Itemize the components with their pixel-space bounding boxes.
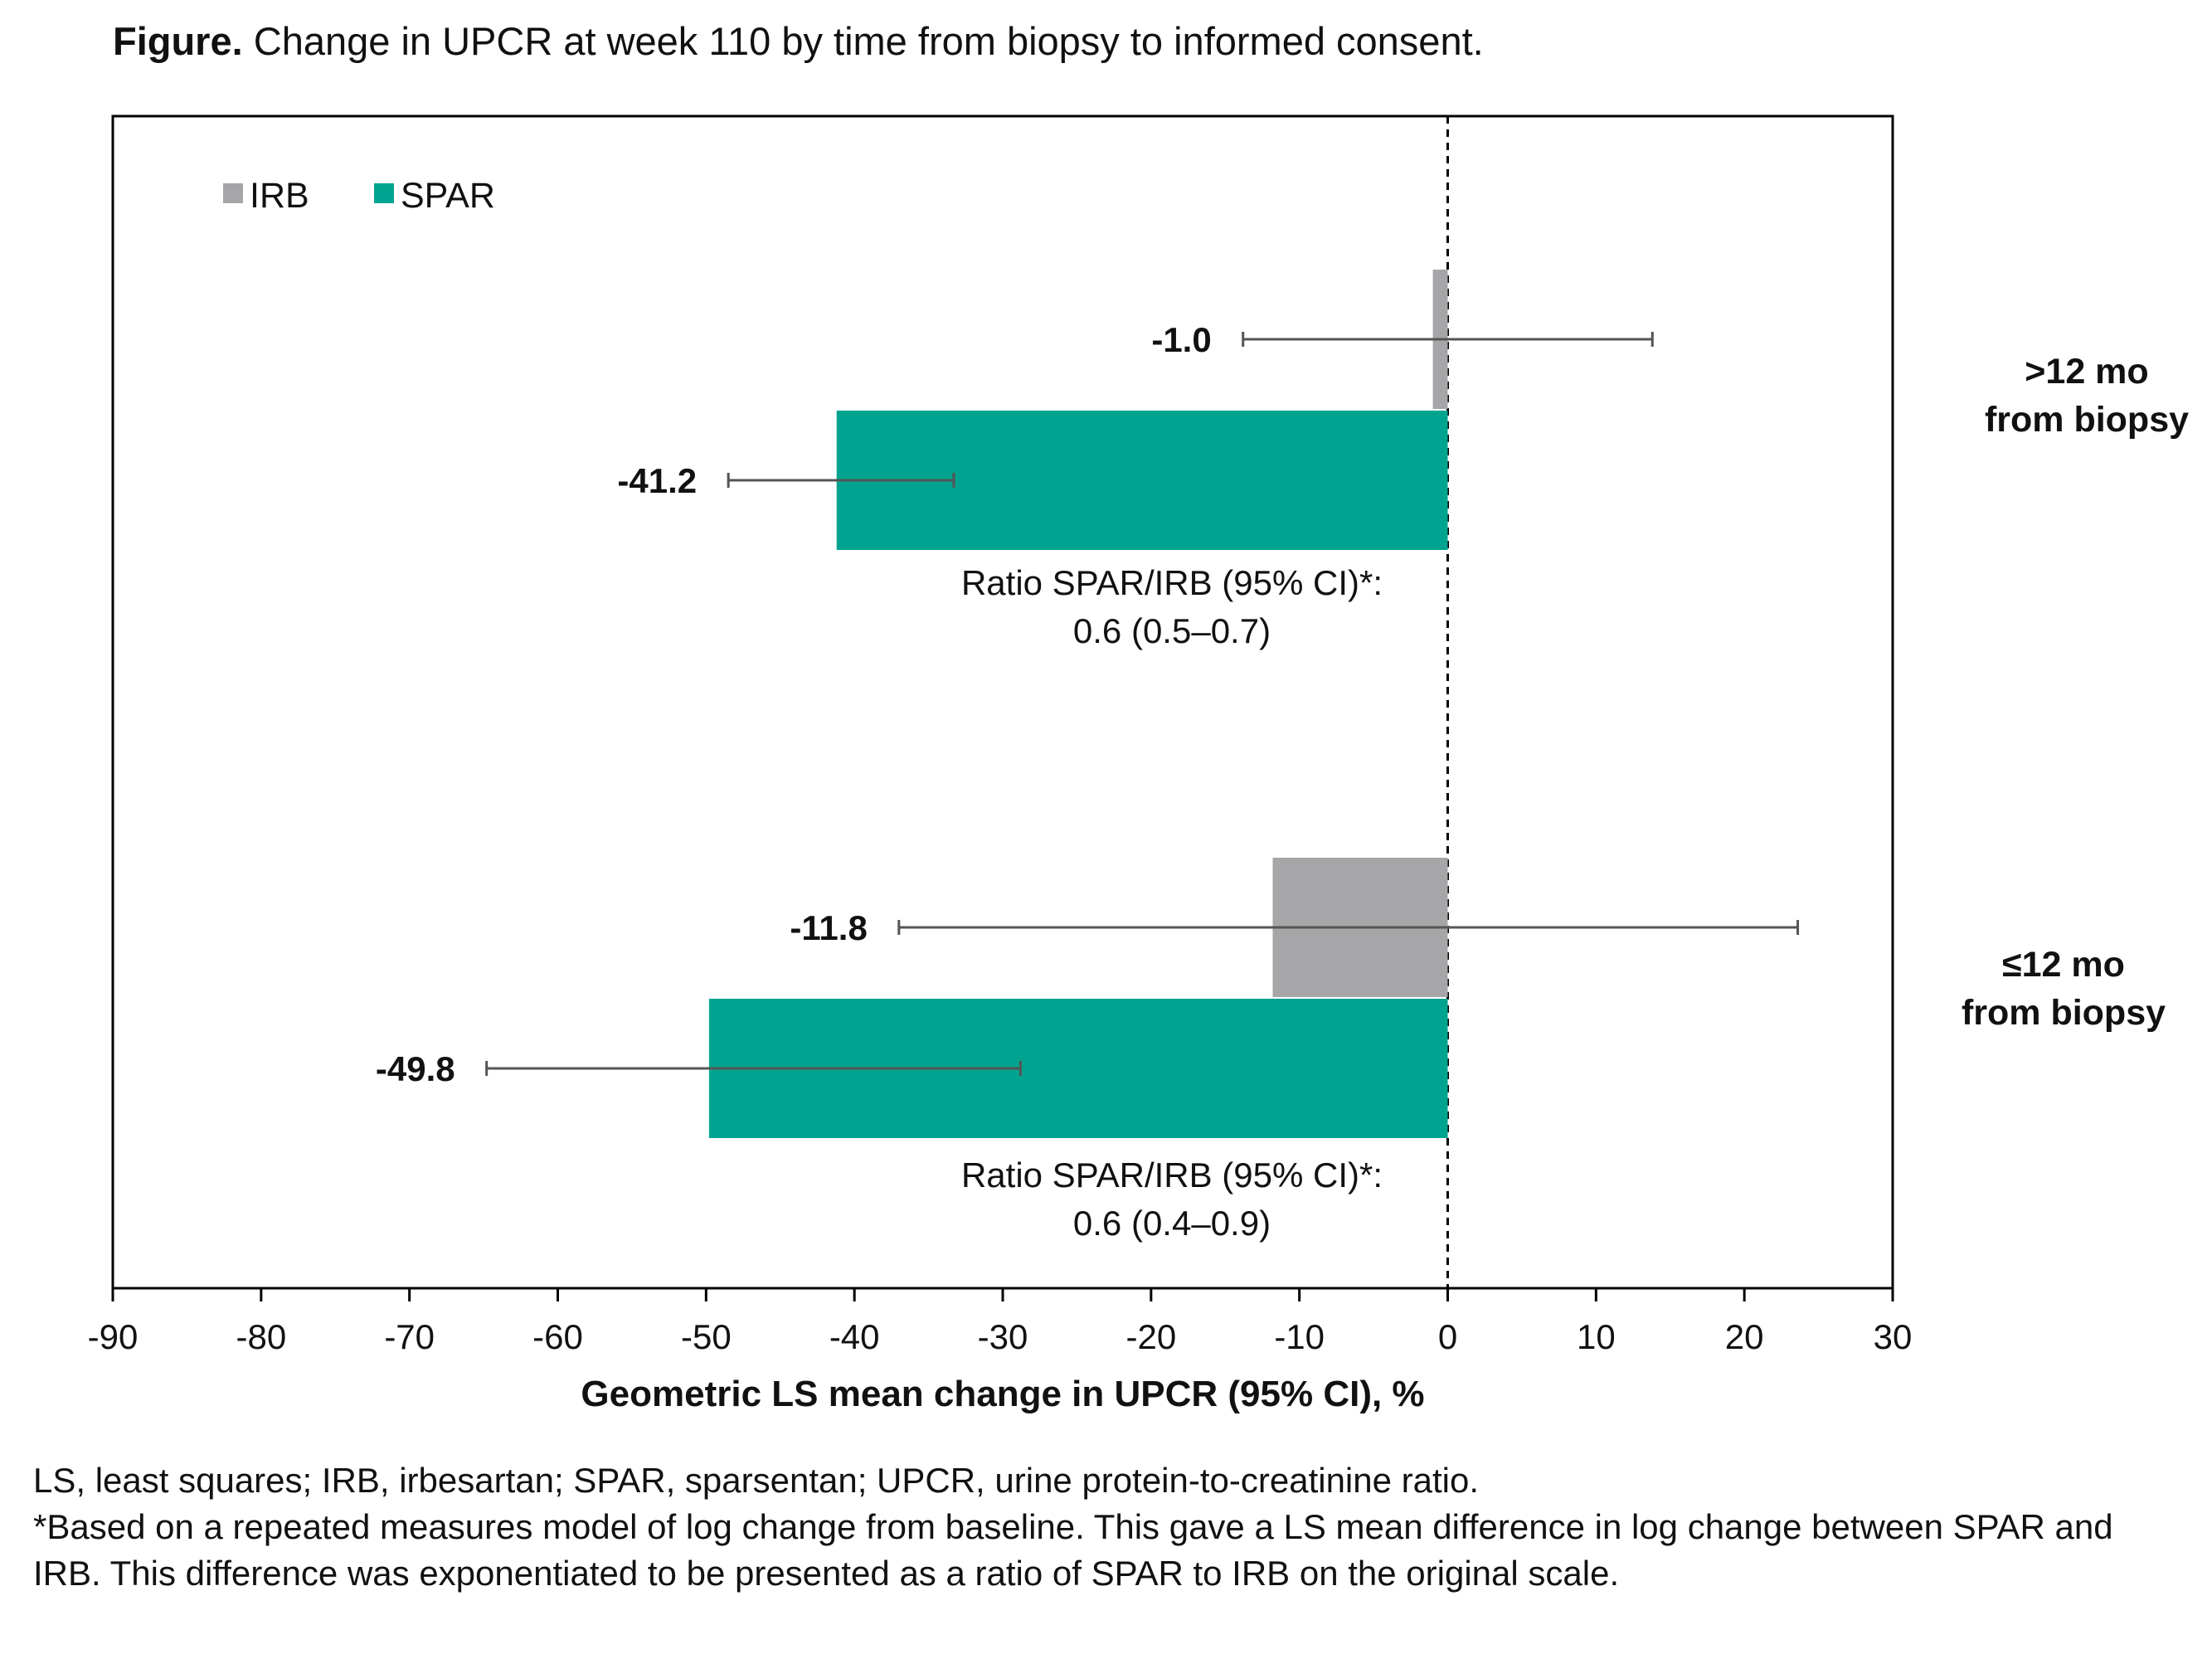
legend: IRB SPAR [223, 176, 495, 216]
x-tick-label: -90 [88, 1317, 139, 1356]
x-axis-label: Geometric LS mean change in UPCR (95% CI… [581, 1374, 1424, 1414]
x-tick-label: -40 [829, 1317, 880, 1356]
x-tick-label: 20 [1725, 1317, 1764, 1356]
x-tick-label: -80 [236, 1317, 286, 1356]
figure-label: Figure. [113, 19, 243, 63]
legend-label-spar: SPAR [401, 176, 495, 216]
error-bars [485, 332, 1800, 1076]
x-tick-label: -30 [978, 1317, 1028, 1356]
ratio-annotation-1: Ratio SPAR/IRB (95% CI)*: 0.6 (0.5–0.7) [961, 563, 1383, 650]
category-label-2: ≤12 mo from biopsy [1962, 945, 2166, 1033]
value-label-spar-group-2: -49.8 [376, 1049, 455, 1088]
x-axis: -90 -80 -70 -60 -50 -40 -30 -20 -10 0 10 20 30 [88, 1288, 1913, 1356]
category-label-1: >12 mo from biopsy [1985, 352, 2189, 440]
bars [708, 270, 1448, 1138]
value-label-irb-group-1: -1.0 [1151, 320, 1211, 359]
legend-label-irb: IRB [250, 176, 309, 216]
x-tick-label: -10 [1274, 1317, 1325, 1356]
category-labels: >12 mo from biopsy ≤12 mo from biopsy [1962, 352, 2189, 1033]
value-label-spar-group-1: -41.2 [617, 461, 697, 500]
legend-swatch-spar [374, 183, 394, 203]
x-tick-label: -50 [681, 1317, 732, 1356]
value-label-irb-group-2: -11.8 [790, 908, 867, 947]
x-tick-label: -20 [1125, 1317, 1176, 1356]
legend-swatch-irb [223, 183, 243, 203]
x-tick-label: -70 [384, 1317, 435, 1356]
x-tick-label: 0 [1438, 1317, 1457, 1356]
ratio-annotations: Ratio SPAR/IRB (95% CI)*: 0.6 (0.5–0.7) Ra… [961, 563, 1383, 1243]
footnote-method: *Based on a repeated measures model of l… [33, 1507, 2113, 1593]
footnotes: LS, least squares; IRB, irbesartan; SPAR… [33, 1457, 2156, 1597]
figure-caption: Figure. Change in UPCR at week 110 by ti… [113, 18, 1484, 64]
x-tick-label: 30 [1874, 1317, 1913, 1356]
figure-title: Change in UPCR at week 110 by time from … [253, 19, 1484, 63]
x-tick-label: 10 [1577, 1317, 1616, 1356]
error-bar-spar-group-1 [727, 473, 955, 488]
ratio-annotation-2: Ratio SPAR/IRB (95% CI)*: 0.6 (0.4–0.9) [961, 1155, 1383, 1243]
value-labels: -1.0 -11.8 -41.2 -49.8 [376, 320, 1212, 1088]
error-bar-irb-group-2 [897, 920, 1800, 935]
error-bar-irb-group-1 [1242, 332, 1654, 347]
x-tick-label: -60 [532, 1317, 583, 1356]
footnote-abbreviations: LS, least squares; IRB, irbesartan; SPAR… [33, 1461, 1480, 1500]
error-bar-spar-group-2 [485, 1061, 1022, 1076]
